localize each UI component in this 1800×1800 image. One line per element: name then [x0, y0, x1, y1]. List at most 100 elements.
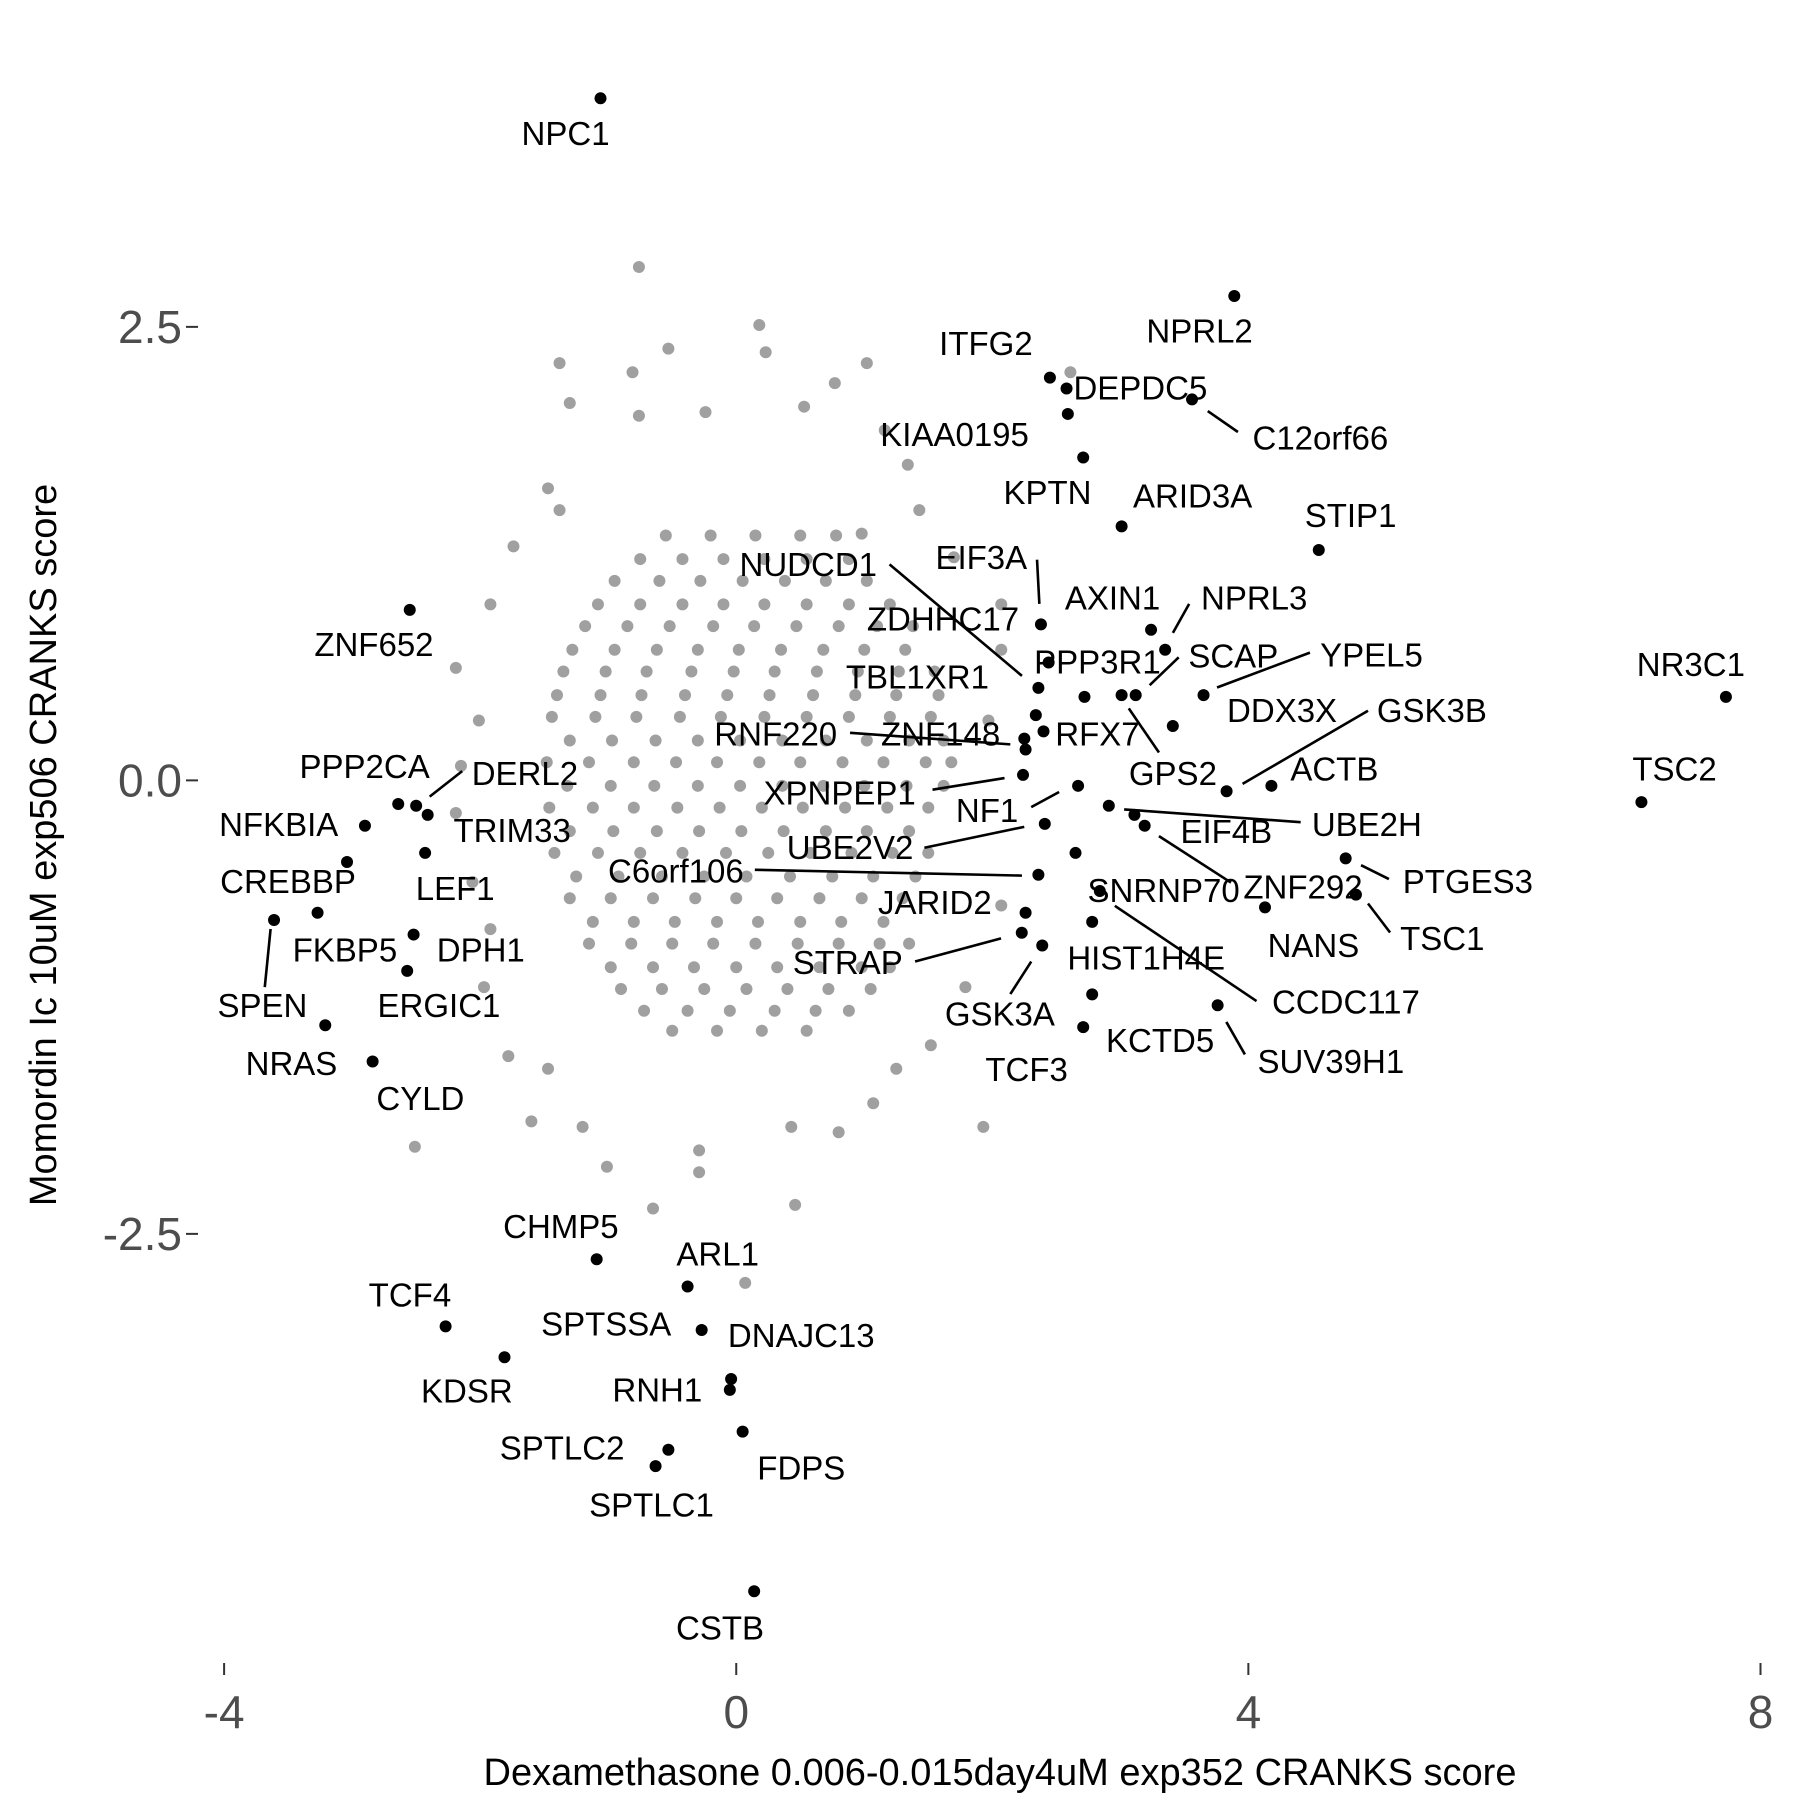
leader-line — [849, 731, 1011, 746]
labeled-point — [268, 914, 281, 927]
labeled-point — [498, 1351, 511, 1364]
background-point — [608, 643, 621, 656]
y-tick-label: 0.0 — [118, 754, 182, 806]
leader-line — [1009, 960, 1033, 995]
point-label: DPH1 — [437, 931, 525, 968]
point-label: KPTN — [1003, 474, 1091, 511]
point-label: PPP2CA — [300, 748, 430, 785]
point-label: NUDCD1 — [740, 546, 878, 583]
labeled-point — [1159, 643, 1172, 656]
background-point — [668, 915, 681, 928]
labeled-point — [1032, 868, 1045, 881]
background-point — [977, 1120, 990, 1133]
background-point — [693, 825, 706, 838]
background-point — [896, 892, 909, 905]
background-point — [676, 553, 689, 566]
labeled-point — [736, 1425, 749, 1438]
background-point — [781, 982, 794, 995]
x-tick-label: 4 — [1236, 1686, 1262, 1738]
background-point — [543, 801, 556, 814]
background-point — [717, 598, 730, 611]
background-point — [553, 357, 566, 370]
background-point — [635, 689, 648, 702]
y-tick-label: -2.5 — [103, 1208, 182, 1260]
labeled-point — [1061, 407, 1074, 420]
background-point — [563, 734, 576, 747]
labeled-point — [1037, 725, 1050, 738]
background-point — [858, 643, 871, 656]
background-point — [822, 982, 835, 995]
background-point — [749, 529, 762, 542]
labeled-point — [1102, 799, 1115, 812]
labeled-point — [1072, 779, 1085, 792]
point-label: NPC1 — [522, 115, 610, 152]
point-label: SPEN — [218, 987, 308, 1024]
background-point — [758, 710, 771, 723]
background-point — [466, 875, 479, 888]
background-point — [663, 620, 676, 633]
background-point — [662, 342, 675, 355]
background-point — [691, 734, 704, 747]
background-point — [751, 915, 764, 928]
labeled-point — [1129, 689, 1142, 702]
labeled-point — [1032, 681, 1045, 694]
background-point — [586, 915, 599, 928]
background-point — [714, 710, 727, 723]
point-label: KCTD5 — [1106, 1022, 1214, 1059]
labeled-point — [1043, 371, 1056, 384]
point-label: LEF1 — [416, 870, 495, 907]
background-point — [937, 779, 950, 792]
background-point — [922, 846, 935, 859]
background-point — [849, 689, 862, 702]
labeled-point — [392, 797, 405, 810]
background-point — [855, 961, 868, 974]
labeled-point — [681, 1280, 694, 1293]
background-point — [561, 779, 574, 792]
background-point — [711, 756, 724, 769]
background-point — [813, 961, 826, 974]
point-label: SNRNP70 — [1087, 872, 1239, 909]
background-point — [649, 734, 662, 747]
background-point — [717, 553, 730, 566]
background-point — [655, 982, 668, 995]
point-label: SCAP — [1188, 638, 1278, 675]
background-point — [650, 825, 663, 838]
background-point — [627, 915, 640, 928]
background-point — [1064, 366, 1077, 379]
background-point — [586, 801, 599, 814]
background-point — [864, 982, 877, 995]
background-point — [892, 665, 905, 678]
background-point — [883, 710, 896, 723]
background-point — [800, 553, 813, 566]
leader-line — [428, 770, 463, 798]
background-point — [734, 779, 747, 792]
labeled-point — [1086, 915, 1099, 928]
point-label: ARL1 — [676, 1236, 759, 1273]
background-point — [924, 710, 937, 723]
background-point — [734, 734, 747, 747]
labeled-point — [1017, 768, 1030, 781]
background-point — [449, 661, 462, 674]
background-point — [796, 801, 809, 814]
point-label: CYLD — [376, 1080, 464, 1117]
point-label: NANS — [1268, 927, 1360, 964]
background-point — [924, 1039, 937, 1052]
point-label: ACTB — [1290, 750, 1378, 787]
background-point — [890, 1062, 903, 1075]
background-point — [855, 892, 868, 905]
background-point — [881, 801, 894, 814]
background-point — [542, 1062, 555, 1075]
labeled-point — [1339, 852, 1352, 865]
labeled-point — [1635, 796, 1648, 809]
point-label: ZNF292 — [1243, 869, 1362, 906]
background-point — [871, 620, 884, 633]
background-point — [800, 598, 813, 611]
background-point — [659, 529, 672, 542]
point-label: TCF3 — [985, 1051, 1068, 1088]
leader-line — [914, 937, 1002, 963]
labeled-point — [1077, 1021, 1090, 1034]
labeled-point — [311, 906, 324, 919]
background-point — [634, 553, 647, 566]
background-point — [819, 825, 832, 838]
point-label: GSK3A — [945, 995, 1055, 1032]
